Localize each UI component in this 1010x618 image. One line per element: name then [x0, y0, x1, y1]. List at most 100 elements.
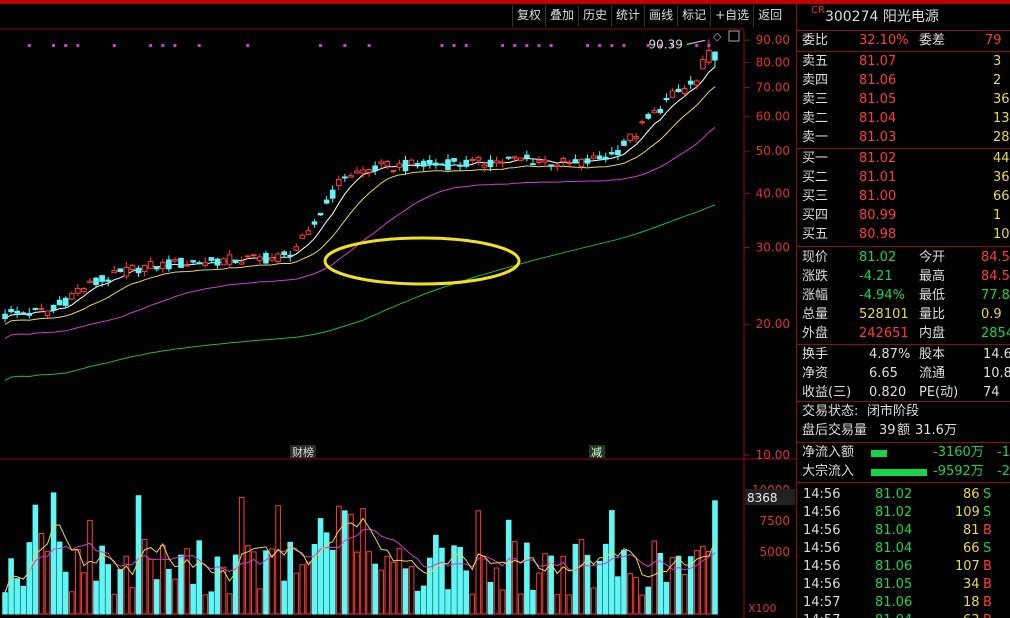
top-accent-line	[0, 0, 1010, 4]
tick-price: 81.06	[875, 595, 913, 610]
volume-bar	[524, 542, 530, 615]
candle-body	[366, 168, 372, 173]
candle-body	[226, 254, 233, 265]
kline-chart[interactable]: 90.00 80.00 70.00 60.00 50.00 40.00 30.00 20.00…	[0, 0, 796, 618]
volume-bar	[693, 550, 700, 615]
volume-bar	[153, 579, 160, 615]
volume-bar	[487, 581, 494, 615]
tick-volume: 107	[955, 559, 980, 574]
marker-box[interactable]	[589, 445, 605, 458]
trade-status: 交易状态: 闭市阶段	[797, 403, 1010, 421]
toolbar-button[interactable]: 复权	[512, 5, 545, 27]
volume-bar	[548, 555, 554, 615]
volume-bar	[251, 551, 257, 615]
weibi-value: 32.10%	[859, 33, 909, 48]
volume-bar	[287, 541, 294, 615]
volume-bar	[493, 567, 500, 615]
candle-body	[251, 254, 257, 257]
book-price: 80.98	[859, 227, 897, 242]
volume-bar	[463, 570, 469, 615]
volume-bar	[566, 594, 573, 615]
tick-row: 14:56 81.06 107 B	[797, 558, 1010, 576]
volume-bar	[627, 572, 633, 615]
candle-body	[560, 157, 567, 162]
candle-body	[433, 162, 439, 166]
fund-value: 6.65	[869, 366, 898, 381]
candle-body	[166, 259, 172, 270]
book-volume: 3	[993, 54, 1002, 69]
diamond-icon[interactable]: ◇	[713, 30, 722, 43]
volume-bar	[687, 556, 694, 615]
candle-body	[706, 49, 712, 63]
tick-row: 14:56 81.05 34 B	[797, 576, 1010, 594]
marker-box[interactable]	[290, 445, 316, 458]
candle-body	[105, 279, 111, 282]
price-axis-label: 10.00	[756, 448, 790, 462]
toolbar-button[interactable]: +自选	[710, 5, 753, 27]
candle-body	[26, 312, 33, 316]
signal-dot	[622, 44, 626, 47]
stock-title[interactable]: CR300274 阳光电源	[797, 4, 1010, 30]
volume-bar	[590, 587, 597, 615]
ask-row: 卖三 81.05 36	[797, 91, 1010, 109]
candle-body	[475, 156, 482, 161]
toolbar-button[interactable]: 统计	[611, 5, 644, 27]
pane-toggle-icon[interactable]	[728, 30, 740, 42]
book-volume: 36	[993, 170, 1010, 185]
candle-body	[93, 277, 99, 286]
candle-body	[493, 160, 500, 164]
after-hours-amt-label: 额	[897, 423, 911, 438]
signal-dot	[525, 44, 529, 47]
candle-body	[663, 97, 670, 101]
volume-readout: 8368	[747, 491, 778, 505]
signal-dot	[549, 44, 553, 47]
candle-body	[141, 264, 148, 273]
volume-bar	[372, 563, 378, 615]
book-label: 卖一	[802, 130, 829, 145]
volume-bar	[335, 505, 342, 615]
volume-bar	[305, 561, 312, 615]
toolbar-button[interactable]: 叠加	[545, 5, 578, 27]
volume-bar	[390, 561, 397, 615]
toolbar-button[interactable]: 历史	[578, 5, 611, 27]
book-label: 买三	[802, 189, 829, 204]
price-axis-label: 40.00	[756, 186, 790, 200]
volume-bar	[87, 519, 93, 615]
volume-bar	[147, 558, 154, 615]
volume-bar	[62, 571, 69, 615]
candle-body	[354, 170, 360, 174]
price-axis-label: 30.00	[756, 241, 790, 255]
toolbar-button[interactable]: 画线	[644, 5, 677, 27]
volume-bar	[178, 554, 184, 615]
flow-label: 净流入额	[802, 445, 855, 460]
volume-axis-label: 7500	[759, 514, 790, 528]
status-value: 闭市阶段	[867, 404, 920, 419]
candle-body	[348, 175, 354, 178]
book-price: 81.03	[859, 130, 897, 145]
volume-bar	[681, 574, 688, 615]
quote-row: 涨幅 -4.94% 最低 77.8	[797, 287, 1010, 305]
tick-time: 14:56	[803, 487, 841, 502]
volume-bar	[135, 495, 142, 615]
ma60-line	[4, 204, 716, 382]
flow-extra: -1	[997, 445, 1010, 460]
candle-body	[469, 158, 476, 162]
tick-side: S	[983, 487, 992, 502]
candle-body	[669, 90, 676, 98]
toolbar-button[interactable]: 标记	[677, 5, 710, 27]
signal-dot	[452, 44, 456, 47]
volume-bar	[299, 564, 306, 615]
ask-row: 卖二 81.04 13	[797, 110, 1010, 128]
chart-toolbar: 复权 叠加 历史 统计 画线 标记 +自选 返回	[512, 5, 786, 27]
candle-body	[675, 88, 682, 93]
volume-bar	[220, 566, 227, 615]
candle-body	[548, 164, 554, 167]
toolbar-button[interactable]: 返回	[753, 5, 786, 27]
volume-bar	[68, 591, 75, 615]
candle-body	[372, 165, 378, 172]
fund-value: 74	[983, 385, 1000, 400]
volume-bar	[615, 576, 621, 615]
quote-panel: CR300274 阳光电源 委比 32.10% 委差 79 卖五 81.07 3 卖四…	[796, 4, 1010, 618]
volume-ma10-line	[4, 528, 716, 593]
candle-body	[378, 161, 385, 165]
